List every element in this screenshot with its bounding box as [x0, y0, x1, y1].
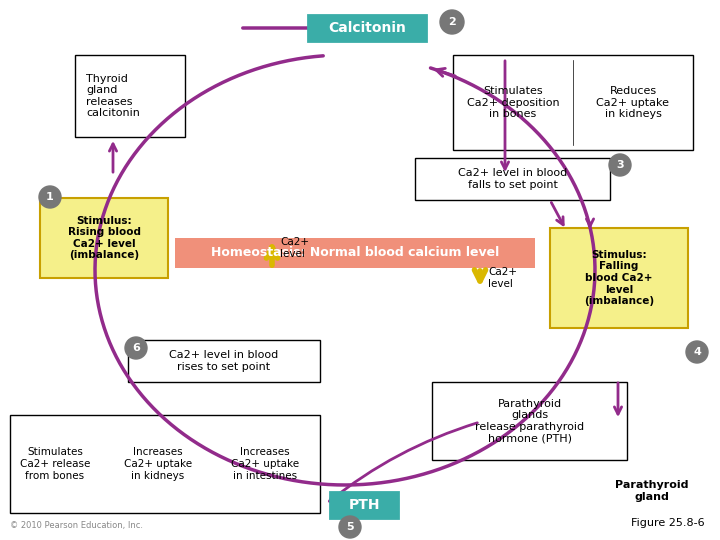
Circle shape: [125, 337, 147, 359]
Text: 3: 3: [616, 160, 624, 170]
Text: Ca2+
level: Ca2+ level: [280, 237, 309, 259]
Bar: [75, 55, 185, 137]
Text: Ca2+ level in blood
falls to set point: Ca2+ level in blood falls to set point: [458, 168, 567, 190]
Circle shape: [339, 516, 361, 538]
Text: Ca2+
level: Ca2+ level: [488, 267, 517, 289]
Text: Reduces
Ca2+ uptake
in kidneys: Reduces Ca2+ uptake in kidneys: [596, 86, 670, 119]
Text: Ca2+ level in blood
rises to set point: Ca2+ level in blood rises to set point: [169, 350, 279, 372]
Text: Calcitonin: Calcitonin: [328, 21, 406, 35]
Circle shape: [686, 341, 708, 363]
Bar: [128, 340, 320, 382]
Bar: [330, 492, 398, 518]
Text: Homeostasis: Normal blood calcium level: Homeostasis: Normal blood calcium level: [211, 246, 499, 260]
Circle shape: [609, 154, 631, 176]
Text: Figure 25.8-6: Figure 25.8-6: [631, 518, 705, 528]
Bar: [415, 158, 610, 200]
Circle shape: [440, 10, 464, 34]
Circle shape: [39, 186, 61, 208]
Bar: [175, 238, 535, 268]
Text: 2: 2: [448, 17, 456, 27]
Bar: [453, 55, 693, 150]
Bar: [550, 228, 688, 328]
Text: Stimulus:
Rising blood
Ca2+ level
(imbalance): Stimulus: Rising blood Ca2+ level (imbal…: [68, 215, 140, 260]
Text: Increases
Ca2+ uptake
in intestines: Increases Ca2+ uptake in intestines: [231, 448, 299, 481]
Bar: [10, 415, 320, 513]
Bar: [40, 198, 168, 278]
Text: 4: 4: [693, 347, 701, 357]
Text: PTH: PTH: [348, 498, 379, 512]
Bar: [308, 15, 426, 41]
Text: Increases
Ca2+ uptake
in kidneys: Increases Ca2+ uptake in kidneys: [124, 448, 192, 481]
Text: © 2010 Pearson Education, Inc.: © 2010 Pearson Education, Inc.: [10, 521, 143, 530]
Text: 1: 1: [46, 192, 54, 202]
Text: Stimulates
Ca2+ release
from bones: Stimulates Ca2+ release from bones: [20, 448, 90, 481]
Text: Parathyroid
glands
release parathyroid
hormone (PTH): Parathyroid glands release parathyroid h…: [475, 399, 584, 443]
Text: Parathyroid
gland: Parathyroid gland: [616, 480, 689, 502]
Text: 5: 5: [346, 522, 354, 532]
Text: Thyroid
gland
releases
calcitonin: Thyroid gland releases calcitonin: [86, 73, 140, 118]
Bar: [432, 382, 627, 460]
Text: 6: 6: [132, 343, 140, 353]
Text: Stimulates
Ca2+ deposition
in bones: Stimulates Ca2+ deposition in bones: [467, 86, 559, 119]
Text: Stimulus:
Falling
blood Ca2+
level
(imbalance): Stimulus: Falling blood Ca2+ level (imba…: [584, 250, 654, 306]
